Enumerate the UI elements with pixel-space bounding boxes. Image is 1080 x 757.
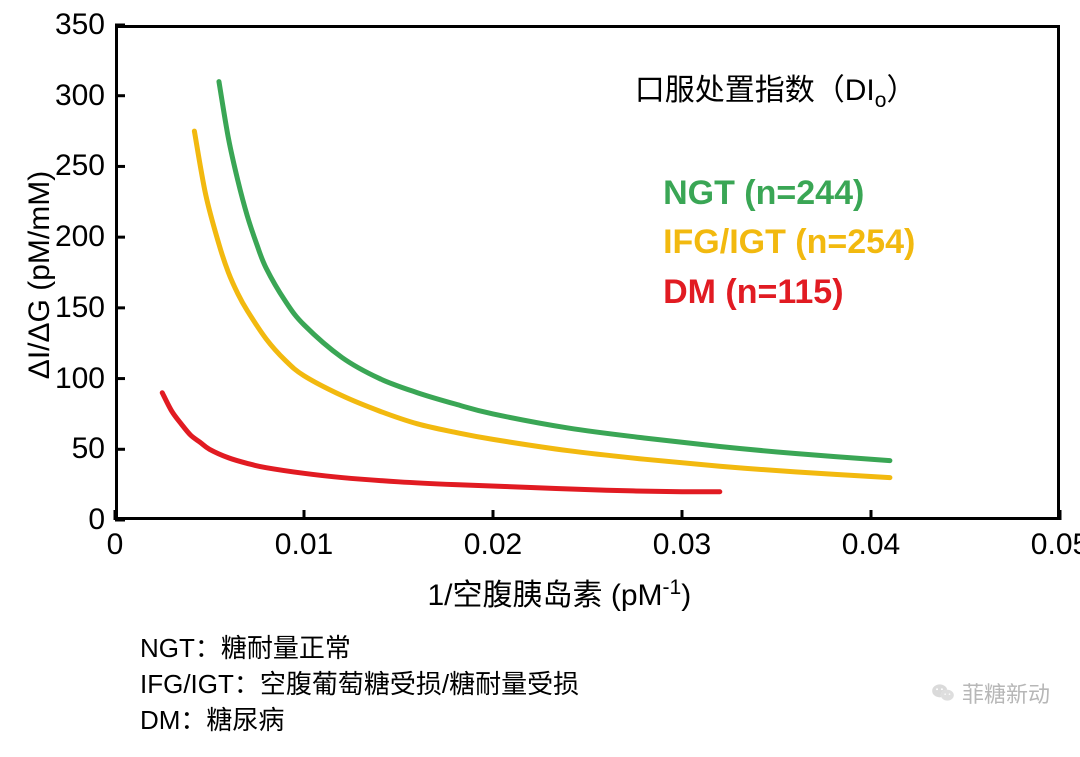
y-tick-label: 150 — [55, 291, 105, 325]
x-axis-label-text: 1/空腹胰岛素 (pM — [428, 579, 663, 612]
watermark-text: 菲糖新动 — [962, 677, 1050, 709]
curve-NGT — [219, 82, 890, 461]
inplot-title-prefix: 口服处置指数（DI — [635, 74, 875, 107]
y-tick-label: 100 — [55, 362, 105, 396]
x-tick-label: 0.04 — [821, 528, 921, 562]
y-tick-label: 0 — [88, 503, 105, 537]
x-axis-label: 1/空腹胰岛素 (pM-1) — [428, 570, 692, 614]
x-tick-label: 0.01 — [254, 528, 354, 562]
x-axis-label-suffix: ) — [681, 579, 691, 612]
inplot-title-sub: o — [875, 89, 887, 112]
legend-dm-text: DM (n=115) — [663, 273, 843, 311]
legend-ngt-text: NGT (n=244) — [663, 174, 864, 212]
footer-line-1: NGT：糖耐量正常 — [140, 628, 351, 665]
y-tick-label: 350 — [55, 8, 105, 42]
footer-line-3: DM：糖尿病 — [140, 700, 284, 737]
x-tick-label: 0.02 — [443, 528, 543, 562]
x-tick-label: 0.05 — [1010, 528, 1080, 562]
y-tick-label: 250 — [55, 149, 105, 183]
watermark: 菲糖新动 — [930, 677, 1050, 709]
x-tick-label: 0.03 — [632, 528, 732, 562]
wechat-icon — [930, 680, 956, 706]
x-axis-label-super: -1 — [663, 576, 682, 599]
y-tick-label: 300 — [55, 79, 105, 113]
curve-DM — [162, 393, 720, 492]
y-axis-label: ΔI/ΔG (pM/mM) — [23, 145, 57, 405]
x-tick-label: 0 — [65, 528, 165, 562]
inplot-title: 口服处置指数（DIo） — [635, 65, 917, 113]
footer-line-3-text: DM：糖尿病 — [140, 705, 284, 735]
legend-dm: DM (n=115) — [663, 273, 843, 312]
footer-line-2: IFG/IGT：空腹葡萄糖受损/糖耐量受损 — [140, 664, 579, 701]
inplot-title-suffix: ） — [886, 74, 916, 107]
footer-line-1-text: NGT：糖耐量正常 — [140, 633, 351, 663]
legend-ifgigt-text: IFG/IGT (n=254) — [663, 223, 915, 261]
footer-line-2-text: IFG/IGT：空腹葡萄糖受损/糖耐量受损 — [140, 669, 579, 699]
legend-ngt: NGT (n=244) — [663, 174, 864, 213]
y-tick-label: 50 — [72, 432, 105, 466]
y-tick-label: 200 — [55, 220, 105, 254]
legend-ifgigt: IFG/IGT (n=254) — [663, 223, 915, 262]
y-axis-label-text: ΔI/ΔG (pM/mM) — [23, 170, 56, 378]
